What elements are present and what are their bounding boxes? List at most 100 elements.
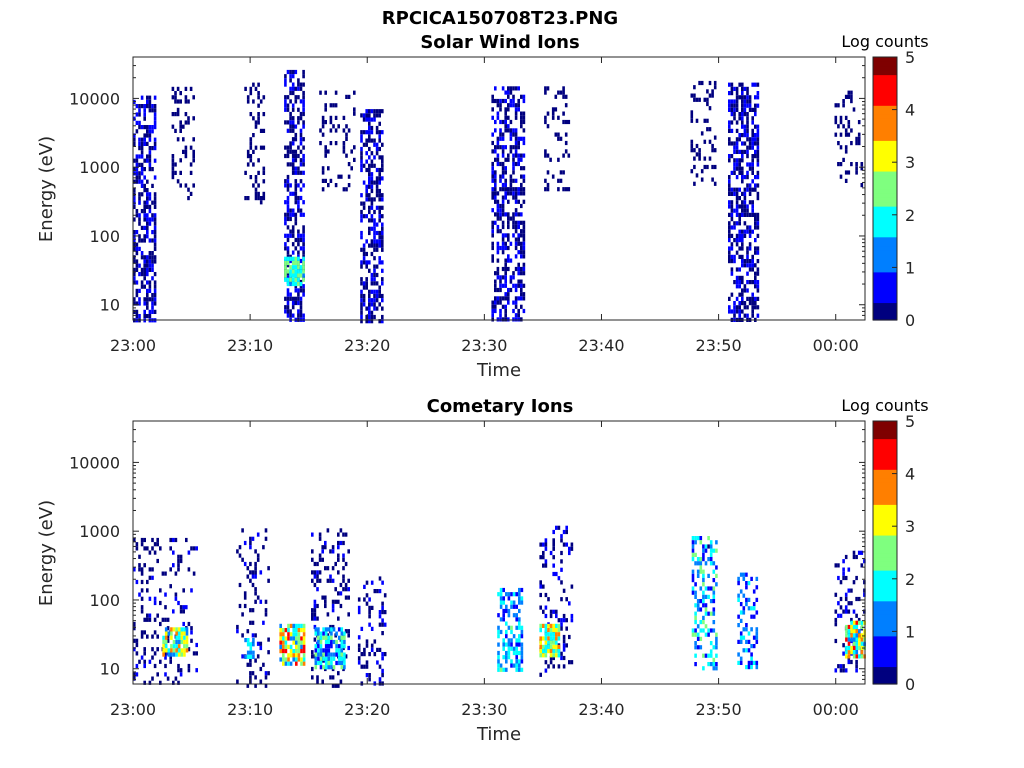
spectrogram-cell [501,224,505,230]
spectrogram-cell [249,671,252,676]
spectrogram-cell [286,277,290,282]
spectrogram-cell [317,660,320,666]
spectrogram-cell [737,581,740,586]
spectrogram-cell [691,557,695,562]
spectrogram-cell [549,628,553,633]
spectrogram-cell [302,277,305,282]
spectrogram-cell [295,640,298,645]
spectrogram-cell [844,178,848,183]
spectrogram-cell [756,158,760,163]
spectrogram-cell [135,209,139,214]
spectrogram-cell [728,107,731,112]
spectrogram-cell [748,103,752,108]
spectrogram-cell [746,103,749,108]
spectrogram-cell [171,166,175,171]
spectrogram-cell [284,216,287,222]
spectrogram-cell [151,125,154,130]
colorbar-segment [873,179,897,185]
spectrogram-cell [297,256,300,261]
spectrogram-cell [515,659,518,664]
spectrogram-cell [496,111,500,116]
spectrogram-cell [544,546,548,551]
spectrogram-cell [756,154,760,159]
spectrogram-cell [730,292,734,297]
y-tick-label: 10000 [69,89,120,108]
spectrogram-cell [365,184,368,189]
spectrogram-cell [694,552,697,557]
spectrogram-cell [539,592,542,598]
spectrogram-cell [140,596,144,601]
spectrogram-cell [376,589,379,594]
spectrogram-cell [741,233,744,238]
spectrogram-cell [249,650,253,655]
spectrogram-cell [520,634,524,639]
spectrogram-cell [378,155,381,160]
spectrogram-cell [381,656,384,661]
spectrogram-cell [254,587,257,592]
spectrogram-cell [702,594,705,599]
spectrogram-cell [284,221,287,226]
spectrogram-cell [337,627,341,632]
spectrogram-cell [365,159,368,164]
spectrogram-cell [741,246,744,251]
spectrogram-cell [837,664,840,669]
spectrogram-cell [855,654,859,659]
spectrogram-cell [712,628,716,633]
spectrogram-cell [302,103,305,108]
spectrogram-cell [143,209,146,214]
spectrogram-cell [297,153,300,159]
spectrogram-cell [381,155,384,160]
spectrogram-cell [750,627,753,632]
spectrogram-cell [291,281,295,287]
spectrogram-cell [712,645,716,650]
spectrogram-cell [839,613,843,618]
spectrogram-cell [756,313,760,318]
spectrogram-cell [738,221,741,226]
spectrogram-cell [360,302,363,307]
spectrogram-cell [383,622,387,627]
spectrogram-cell [321,595,324,600]
spectrogram-cell [694,641,697,646]
spectrogram-cell [373,243,376,248]
spectrogram-cell [496,203,500,209]
spectrogram-cell [381,226,384,231]
spectrogram-cell [738,267,741,272]
spectrogram-cell [844,94,848,99]
spectrogram-cell [567,187,571,192]
spectrogram-cell [562,86,565,91]
spectrogram-cell [302,250,305,255]
spectrogram-cell [370,218,374,223]
spectrogram-cell [133,672,136,677]
spectrogram-cell [742,648,746,653]
spectrogram-cell [504,119,507,125]
colorbar-segment [873,513,897,519]
spectrogram-cell [748,267,752,272]
spectrogram-cell [730,233,734,238]
spectrogram-cell [286,187,290,192]
spectrogram-cell [704,548,708,553]
spectrogram-cell [133,267,136,272]
spectrogram-cell [735,166,739,171]
spectrogram-cell [565,618,568,623]
colorbar-segment [873,491,897,497]
spectrogram-cell [297,86,300,91]
colorbar-segment [873,605,897,611]
spectrogram-cell [560,618,563,623]
spectrogram-cell [319,656,323,661]
spectrogram-cell [151,305,154,310]
spectrogram-cell [256,641,260,646]
spectrogram-cell [694,662,697,667]
colorbar-frame [872,420,898,685]
spectrogram-cell [735,91,739,96]
spectrogram-cell [151,108,154,113]
spectrogram-cell [153,284,157,289]
spectrogram-cell [748,242,752,247]
spectrogram-cell [501,283,505,288]
spectrogram-cell [299,128,303,133]
spectrogram-cell [694,590,697,595]
spectrogram-cell [319,631,323,636]
spectrogram-cell [555,609,558,614]
spectrogram-cell [520,153,523,158]
spectrogram-cell [135,129,139,134]
spectrogram-cell [730,242,734,247]
